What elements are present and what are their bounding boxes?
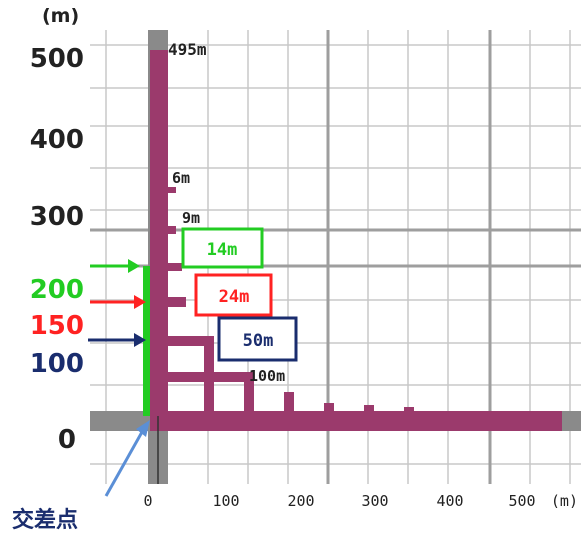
navy-label-box [217, 316, 298, 362]
y-tick-0: 0 [58, 425, 76, 455]
y-tick-200: 200 [30, 275, 84, 305]
road-vert-150 [244, 372, 254, 416]
y-tick-500: 500 [30, 44, 84, 74]
intersection-label: 交差点 [12, 507, 78, 533]
x-tick-100: 100 [212, 492, 239, 510]
red-label-text: 24m [219, 287, 250, 307]
road-50m-branch [168, 336, 212, 346]
navy-label-text: 50m [243, 331, 274, 351]
x-axis-unit: (m) [551, 492, 578, 510]
green-label-box [181, 227, 264, 269]
road-vert-350 [404, 407, 414, 416]
x-tick-300: 300 [361, 492, 388, 510]
y-tick-150: 150 [30, 311, 84, 341]
road-6m-spur [168, 187, 176, 193]
x-tick-0: 0 [143, 492, 152, 510]
y-tick-100: 100 [30, 349, 84, 379]
arrow-200 [90, 259, 140, 273]
road-14m-spur [168, 263, 182, 271]
label-6m: 6m [172, 169, 190, 187]
y-tick-300: 300 [30, 202, 84, 232]
green-label-text: 14m [207, 240, 238, 260]
road-vert-100 [204, 336, 214, 416]
label-100m: 100m [249, 367, 285, 385]
label-9m: 9m [182, 209, 200, 227]
arrow-100 [88, 333, 146, 347]
red-label-box [194, 273, 273, 317]
label-495m: 495m [168, 40, 207, 59]
x-tick-500: 500 [508, 492, 535, 510]
intersection-arrow [104, 420, 150, 497]
road-vert-250 [324, 403, 334, 416]
road-network [150, 50, 562, 431]
y-axis-unit: (m) [42, 5, 79, 27]
road-24m-spur [168, 297, 186, 307]
road-main-vertical [150, 50, 168, 430]
road-vert-200 [284, 392, 294, 416]
x-tick-400: 400 [436, 492, 463, 510]
road-vert-300 [364, 405, 374, 416]
y-tick-400: 400 [30, 125, 84, 155]
x-tick-200: 200 [287, 492, 314, 510]
road-9m-spur [168, 226, 176, 234]
arrow-150 [90, 295, 146, 309]
